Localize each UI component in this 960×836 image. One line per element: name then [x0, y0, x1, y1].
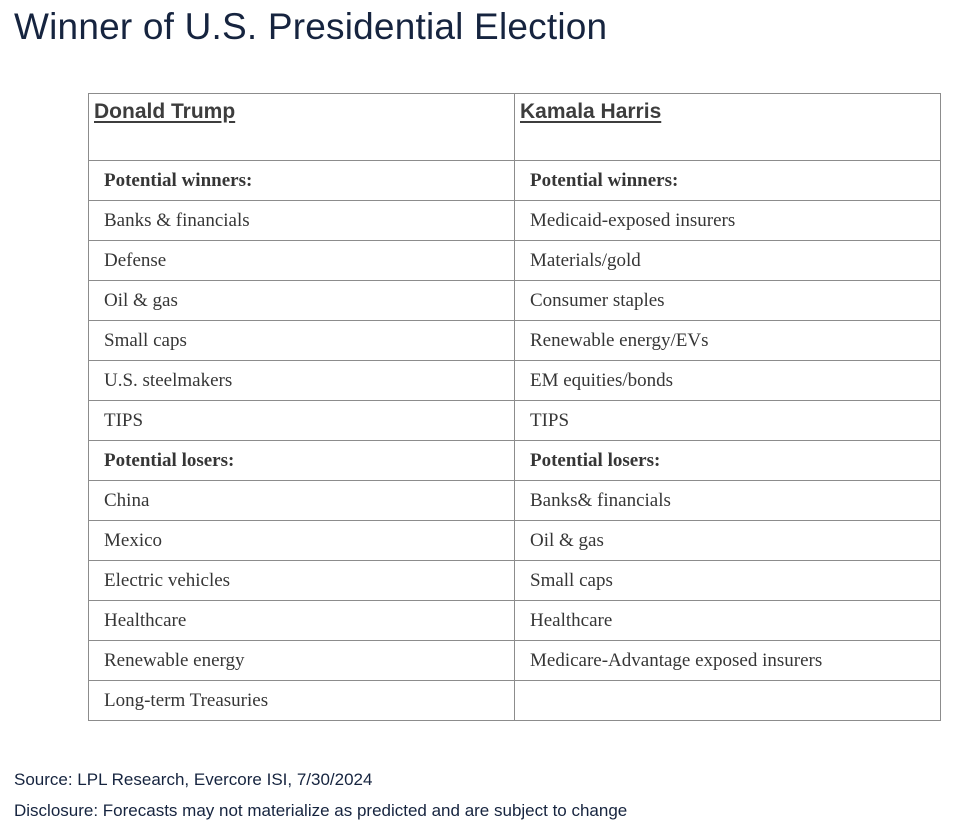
column-header-harris: Kamala Harris: [514, 93, 941, 161]
table-row: Oil & gas Consumer staples: [88, 280, 941, 321]
item-cell: Mexico: [88, 520, 515, 561]
item-cell: Oil & gas: [514, 520, 941, 561]
table-head: Donald Trump Kamala Harris: [88, 93, 941, 161]
header-row: Donald Trump Kamala Harris: [88, 93, 941, 161]
section-label-cell: Potential winners:: [88, 160, 515, 201]
section-label-cell: Potential winners:: [514, 160, 941, 201]
table-row: Potential winners: Potential winners:: [88, 160, 941, 201]
empty-cell: [514, 680, 941, 721]
item-cell: Renewable energy/EVs: [514, 320, 941, 361]
section-label-cell: Potential losers:: [514, 440, 941, 481]
page-title: Winner of U.S. Presidential Election: [14, 6, 608, 47]
table-row: Defense Materials/gold: [88, 240, 941, 281]
item-cell: Long-term Treasuries: [88, 680, 515, 721]
item-cell: Medicare-Advantage exposed insurers: [514, 640, 941, 681]
item-cell: Consumer staples: [514, 280, 941, 321]
table-body: Potential winners: Potential winners: Bank…: [88, 160, 941, 721]
item-cell: EM equities/bonds: [514, 360, 941, 401]
item-cell: Healthcare: [514, 600, 941, 641]
item-cell: Medicaid-exposed insurers: [514, 200, 941, 241]
table-row: China Banks& financials: [88, 480, 941, 521]
item-cell: Defense: [88, 240, 515, 281]
item-cell: Banks& financials: [514, 480, 941, 521]
disclosure-text: Disclosure: Forecasts may not materializ…: [14, 801, 628, 820]
item-cell: Materials/gold: [514, 240, 941, 281]
item-cell: TIPS: [514, 400, 941, 441]
item-cell: Renewable energy: [88, 640, 515, 681]
table-row: TIPS TIPS: [88, 400, 941, 441]
source-text: Source: LPL Research, Evercore ISI, 7/30…: [14, 770, 373, 789]
item-cell: U.S. steelmakers: [88, 360, 515, 401]
item-cell: Small caps: [514, 560, 941, 601]
item-cell: Electric vehicles: [88, 560, 515, 601]
table-row: Mexico Oil & gas: [88, 520, 941, 561]
item-cell: Small caps: [88, 320, 515, 361]
column-header-trump: Donald Trump: [88, 93, 515, 161]
table-row: Healthcare Healthcare: [88, 600, 941, 641]
table-row: Potential losers: Potential losers:: [88, 440, 941, 481]
item-cell: Banks & financials: [88, 200, 515, 241]
table-row: U.S. steelmakers EM equities/bonds: [88, 360, 941, 401]
table-row: Long-term Treasuries: [88, 680, 941, 721]
table-row: Renewable energy Medicare-Advantage expos…: [88, 640, 941, 681]
item-cell: China: [88, 480, 515, 521]
item-cell: Healthcare: [88, 600, 515, 641]
table-row: Electric vehicles Small caps: [88, 560, 941, 601]
section-label-cell: Potential losers:: [88, 440, 515, 481]
election-table: Donald Trump Kamala Harris Potential win…: [88, 93, 941, 721]
item-cell: Oil & gas: [88, 280, 515, 321]
table-row: Banks & financials Medicaid-exposed insur…: [88, 200, 941, 241]
item-cell: TIPS: [88, 400, 515, 441]
table-row: Small caps Renewable energy/EVs: [88, 320, 941, 361]
